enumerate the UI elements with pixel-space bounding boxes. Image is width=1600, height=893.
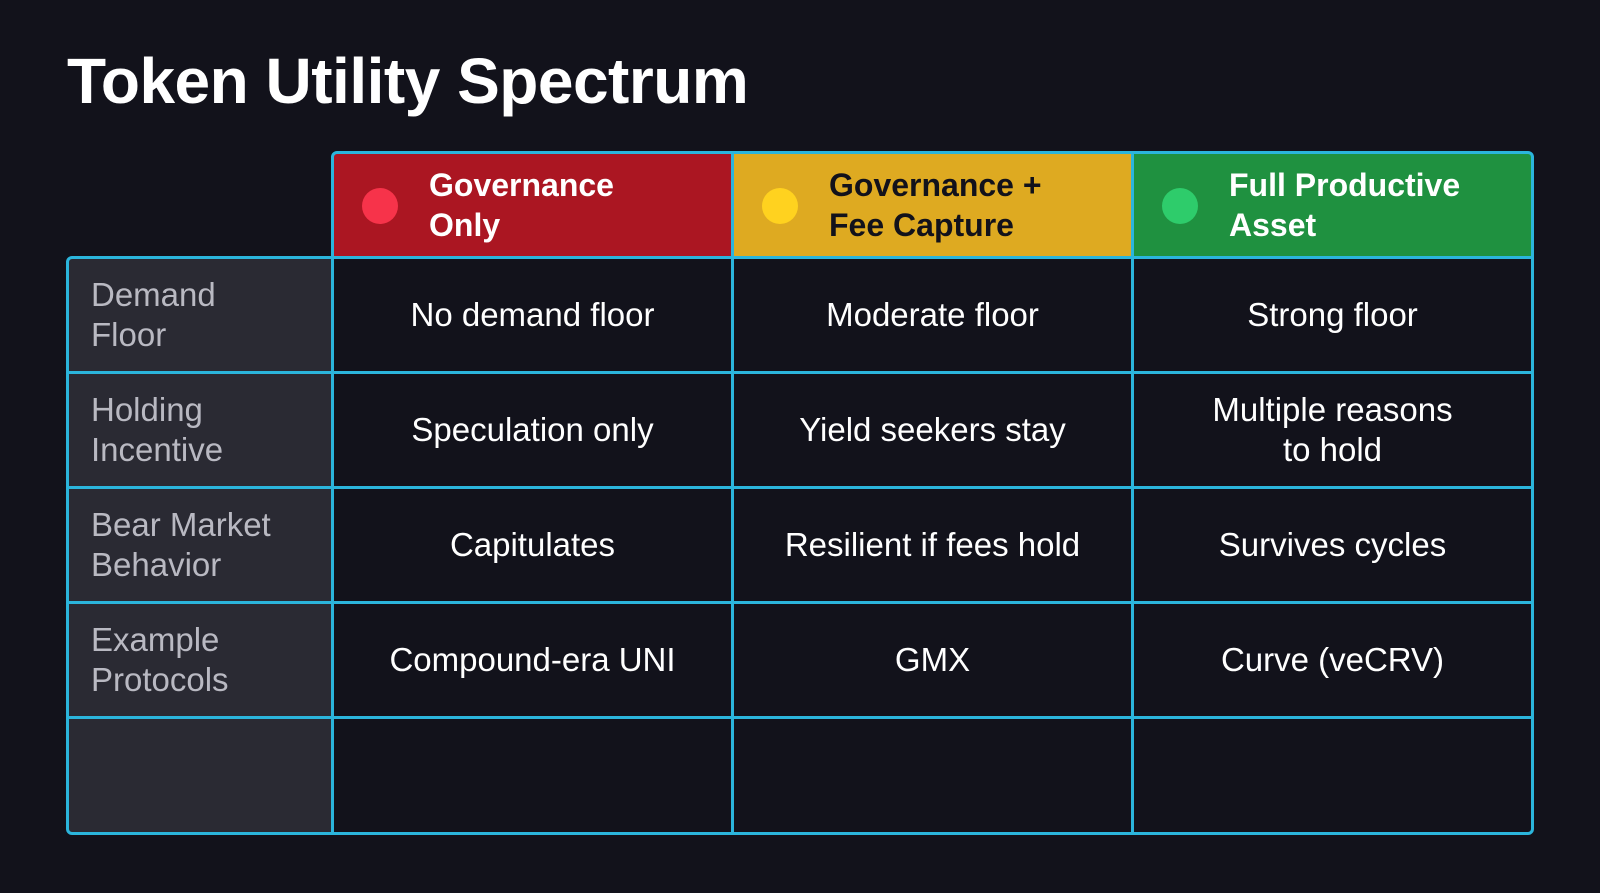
cell-text: No demand floor	[410, 296, 655, 333]
table-cell: Yield seekers stay	[731, 371, 1134, 489]
green-dot-icon	[1162, 188, 1198, 224]
table-cell: Moderate floor	[731, 256, 1134, 374]
table-cell: Compound-era UNI	[331, 601, 734, 719]
table-cell: Survives cycles	[1131, 486, 1534, 604]
cell-text: Yield seekers stay	[799, 411, 1066, 448]
column-header-label: Full Productive Asset	[1229, 167, 1461, 243]
row-header-holding-incentive: Holding Incentive	[66, 371, 334, 489]
row-header-example-protocols: Example Protocols	[66, 601, 334, 719]
row-header-label: Example Protocols	[91, 621, 229, 698]
page-title: Token Utility Spectrum	[67, 45, 749, 117]
table-cell: Multiple reasons to hold	[1131, 371, 1534, 489]
cell-text: Survives cycles	[1218, 526, 1447, 563]
red-dot-icon	[362, 188, 398, 224]
row-header-bear-market-behavior: Bear Market Behavior	[66, 486, 334, 604]
table-cell: Capitulates	[331, 486, 734, 604]
table-cell: No demand floor	[331, 256, 734, 374]
column-header-governance-fee-capture: Governance + Fee Capture	[731, 151, 1134, 259]
table-cell: Strong floor	[1131, 256, 1534, 374]
cell-text: Speculation only	[411, 411, 654, 448]
column-header-full-productive-asset: Full Productive Asset	[1131, 151, 1534, 259]
yellow-dot-icon	[762, 188, 798, 224]
table-cell	[331, 716, 734, 835]
row-header-label: Bear Market Behavior	[91, 506, 271, 583]
cell-text: GMX	[894, 641, 971, 678]
column-header-label: Governance Only	[429, 167, 614, 243]
row-header-label: Holding Incentive	[91, 391, 224, 468]
row-header-label: Demand Floor	[91, 276, 216, 353]
cell-text: Compound-era UNI	[389, 641, 676, 678]
table-cell: Curve (veCRV)	[1131, 601, 1534, 719]
cell-text: Moderate floor	[826, 296, 1039, 333]
cell-text: Strong floor	[1247, 296, 1418, 333]
row-header-empty	[66, 716, 334, 835]
cell-text: Resilient if fees hold	[784, 526, 1081, 563]
table-cell	[1131, 716, 1534, 835]
column-header-governance-only: Governance Only	[331, 151, 734, 259]
row-header-demand-floor: Demand Floor	[66, 256, 334, 374]
table-cell: Speculation only	[331, 371, 734, 489]
column-header-label: Governance + Fee Capture	[829, 167, 1042, 243]
table-cell	[731, 716, 1134, 835]
table-cell: GMX	[731, 601, 1134, 719]
cell-text: Curve (veCRV)	[1220, 641, 1445, 678]
cell-text: Multiple reasons to hold	[1212, 391, 1453, 468]
table-cell: Resilient if fees hold	[731, 486, 1134, 604]
cell-text: Capitulates	[449, 526, 616, 563]
